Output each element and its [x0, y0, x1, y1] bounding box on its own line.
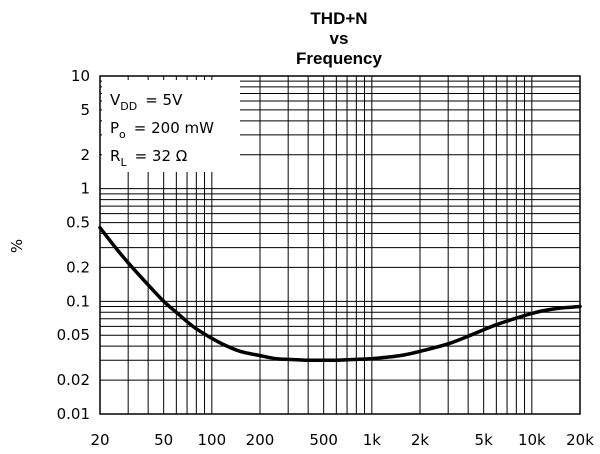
- conditions-legend-box: [102, 80, 240, 172]
- y-tick-label: 0.01: [57, 405, 90, 423]
- x-tick-labels: 20 50 100 200 500 1k 2k 5k 10k 20k: [90, 431, 594, 449]
- y-tick-label: 0.5: [66, 214, 90, 232]
- y-tick-label: 0.1: [66, 292, 90, 310]
- chart-title-line-3: Frequency: [296, 49, 383, 68]
- plot-frame: [99, 75, 581, 415]
- chart-title-line-2: vs: [330, 29, 349, 48]
- x-tick-label: 20: [90, 431, 109, 449]
- y-tick-label: 10: [71, 67, 90, 85]
- y-tick-labels: 10 5 2 1 0.5 0.2 0.1 0.05 0.02 0.01: [57, 67, 90, 423]
- x-tick-label: 500: [309, 431, 338, 449]
- x-tick-label: 1k: [363, 431, 382, 449]
- y-tick-label: 0.2: [66, 258, 90, 276]
- condition-line: RL = 32 Ω: [110, 147, 187, 169]
- x-tick-label: 100: [198, 431, 227, 449]
- y-tick-label: 2: [80, 146, 90, 164]
- x-tick-label: 10k: [518, 431, 546, 449]
- x-tick-label: 200: [246, 431, 275, 449]
- series-line-thdn: [98, 225, 582, 363]
- condition-line: Po = 200 mW: [110, 119, 214, 141]
- condition-line: VDD = 5V: [110, 91, 183, 113]
- chart-title-line-1: THD+N: [310, 9, 367, 28]
- y-axis-label: %: [8, 239, 26, 253]
- y-tick-label: 5: [80, 101, 90, 119]
- chart-title: THD+N vs Frequency: [296, 9, 383, 68]
- x-tick-label: 2k: [411, 431, 430, 449]
- y-tick-label: 0.02: [57, 371, 90, 389]
- y-tick-label: 1: [80, 180, 90, 198]
- x-tick-label: 5k: [475, 431, 494, 449]
- y-tick-label: 0.05: [57, 326, 90, 344]
- x-tick-label: 50: [154, 431, 173, 449]
- x-tick-label: 20k: [566, 431, 594, 449]
- conditions-legend: VDD = 5V Po = 200 mW RL = 32 Ω: [110, 91, 214, 169]
